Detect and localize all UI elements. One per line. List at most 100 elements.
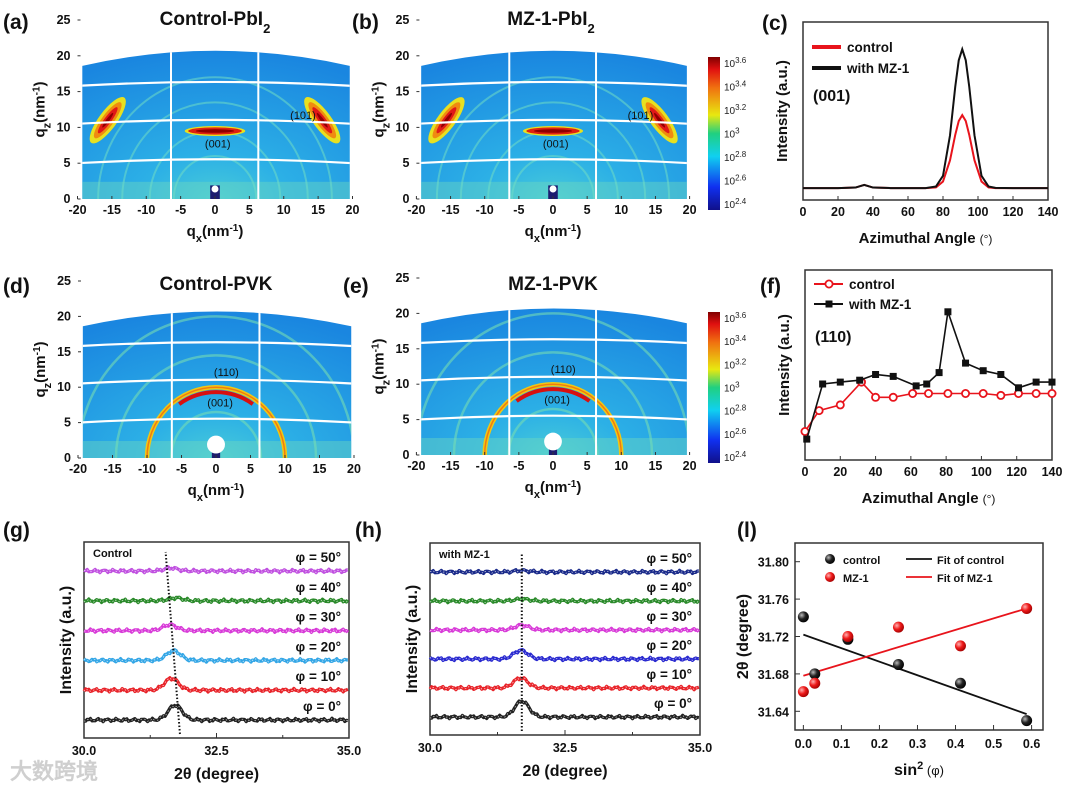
colorbar-exponent: 2.4 bbox=[735, 450, 747, 459]
giwaxs-panel-d: (110) (001) -20 -15 -10 -5 0 5 10 15 20 0 5 10 15 20 25 q… bbox=[3, 274, 361, 505]
x-tick-label: -5 bbox=[175, 203, 186, 217]
azimuthal-chart-c: 0 20 40 60 80 100 120 140 control with MZ-1 (001) A… bbox=[762, 12, 1058, 247]
legend-label: Fit of control bbox=[937, 555, 1004, 567]
legend-label: with MZ-1 bbox=[848, 297, 912, 312]
colorbar-tick-label: 103.6 bbox=[724, 56, 747, 71]
axis-label-close: ) bbox=[32, 341, 49, 346]
panel-label: (d) bbox=[3, 275, 30, 298]
colorbar-exponent: 3.2 bbox=[735, 103, 747, 112]
data-point bbox=[856, 376, 864, 384]
data-point bbox=[961, 388, 971, 398]
xrd-trace bbox=[429, 596, 701, 605]
x-axis-label: qx(nm-1) bbox=[188, 482, 245, 505]
data-point bbox=[819, 380, 827, 388]
x-tick-label: 80 bbox=[939, 465, 953, 479]
azimuthal-chart-f: 0 20 40 60 80 100 120 140 control with MZ-1 (110) A… bbox=[760, 269, 1062, 507]
y-tick-label: 31.68 bbox=[758, 668, 789, 682]
x-tick-label: 100 bbox=[968, 205, 989, 219]
x-axis-label-text: Azimuthal Angle bbox=[862, 490, 979, 507]
y-axis-label: Intensity (a.u.) bbox=[58, 586, 75, 694]
xrd-trace-markers bbox=[429, 597, 700, 604]
panel-title-subscript: 2 bbox=[587, 21, 594, 36]
series-control bbox=[800, 377, 1057, 436]
colorbar-tick-label: 102.4 bbox=[724, 197, 747, 212]
data-point bbox=[1048, 378, 1056, 386]
debye-ring bbox=[169, 410, 263, 458]
colorbar-base: 10 bbox=[724, 453, 736, 464]
x-tick-label: -15 bbox=[442, 203, 460, 217]
xrd-trace-markers bbox=[429, 623, 700, 633]
x-tick-label: -20 bbox=[407, 459, 425, 473]
x-tick-label: -15 bbox=[442, 459, 460, 473]
y-tick-label: 5 bbox=[64, 156, 71, 170]
y-tick-label: 15 bbox=[57, 85, 71, 99]
y-tick-label: 20 bbox=[395, 49, 409, 63]
trace-label: φ = 30° bbox=[296, 610, 341, 625]
y-tick-label: 0 bbox=[402, 448, 409, 462]
colorbar-exponent: 3.4 bbox=[735, 334, 747, 343]
x-tick-label: -20 bbox=[69, 462, 87, 476]
y-tick-label: 20 bbox=[57, 49, 71, 63]
xrd-trace-markers bbox=[429, 649, 699, 662]
x-tick-label: 5 bbox=[584, 459, 591, 473]
debye-ring bbox=[459, 101, 647, 200]
x-axis-label-superscript: 2 bbox=[917, 760, 923, 772]
axis-label-superscript: -1 bbox=[230, 482, 239, 493]
giwaxs-panel-b: (001) (101) -20 -15 -10 -5 0 5 10 15 20 0 5 10 15 20 25 q… bbox=[352, 9, 747, 245]
x-tick-label: -15 bbox=[103, 203, 121, 217]
x-tick-label: 10 bbox=[278, 462, 292, 476]
x-tick-label: 0 bbox=[213, 462, 220, 476]
xrd-trace bbox=[83, 565, 349, 575]
axis-label-superscript: -1 bbox=[567, 479, 576, 490]
colorbar-tick-label: 102.8 bbox=[724, 403, 747, 418]
grid-line bbox=[421, 118, 687, 125]
colorbar-base: 10 bbox=[724, 407, 736, 418]
x-tick-label: 0 bbox=[212, 203, 219, 217]
x-tick-label: -10 bbox=[138, 462, 156, 476]
axis-label-unit: (nm bbox=[202, 223, 230, 240]
x-tick-label: 10 bbox=[614, 459, 628, 473]
axis-label-unit: (nm bbox=[203, 482, 231, 499]
xrd-trace bbox=[83, 622, 350, 635]
y-axis-label: Intensity (a.u.) bbox=[404, 585, 421, 693]
x-tick-label: -15 bbox=[103, 462, 121, 476]
panel-title-text: MZ-1-PbI bbox=[507, 9, 587, 30]
panel-title-text: Control-PbI bbox=[160, 9, 263, 30]
grid-line bbox=[421, 158, 687, 165]
x-tick-label: 60 bbox=[904, 465, 918, 479]
data-point bbox=[871, 392, 881, 402]
axis-label-superscript: -1 bbox=[567, 223, 576, 234]
colorbar-base: 10 bbox=[724, 314, 736, 325]
xrd-trace bbox=[83, 595, 350, 605]
x-tick-label: 5 bbox=[247, 462, 254, 476]
peak-annotation: (101) bbox=[628, 110, 654, 122]
x-tick-label: -10 bbox=[476, 203, 494, 217]
colorbar-tick-label: 103.4 bbox=[724, 79, 747, 94]
x-tick-label: 0.5 bbox=[985, 737, 1002, 751]
x-tick-label: 35.0 bbox=[688, 741, 712, 755]
trace-label: φ = 40° bbox=[296, 580, 341, 595]
x-tick-label: 40 bbox=[869, 465, 883, 479]
axis-label-subscript: x bbox=[534, 233, 541, 245]
xrd-trace-markers bbox=[83, 596, 349, 604]
x-tick-label: -5 bbox=[513, 459, 524, 473]
trace-label: φ = 10° bbox=[296, 669, 341, 684]
110-ring-core bbox=[146, 386, 286, 458]
legend-marker bbox=[825, 572, 835, 582]
y-tick-label: 31.64 bbox=[758, 705, 789, 719]
axis-label-superscript: -1 bbox=[32, 346, 43, 355]
colorbar-tick-label: 103.2 bbox=[724, 357, 747, 372]
axis-label-close: ) bbox=[370, 81, 387, 86]
x-tick-label: 20 bbox=[683, 203, 697, 217]
trace-label: φ = 50° bbox=[647, 551, 692, 566]
peak-annotation: (001) bbox=[544, 394, 570, 406]
panel-label: (b) bbox=[352, 11, 379, 34]
y-tick-label: 0 bbox=[64, 192, 71, 206]
x-tick-label: 0 bbox=[550, 203, 557, 217]
series-control bbox=[803, 113, 1048, 190]
y-tick-label: 25 bbox=[395, 13, 409, 27]
grid-line bbox=[82, 80, 350, 87]
axis-label-close: ) bbox=[32, 81, 49, 86]
debye-ring bbox=[421, 312, 687, 455]
trace-label: φ = 10° bbox=[647, 667, 692, 682]
